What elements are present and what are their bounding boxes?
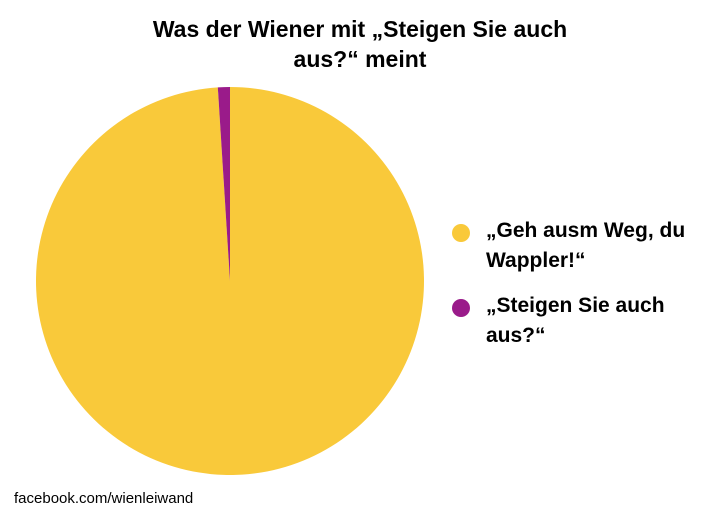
pie-slice-minor [217,87,230,281]
legend-item: „Steigen Sie auch aus?“ [452,291,712,351]
chart-title: Was der Wiener mit „Steigen Sie auch aus… [152,16,568,72]
legend-swatch-0 [452,224,470,242]
legend: „Geh ausm Weg, du Wappler!“ „Steigen Sie… [452,216,712,366]
legend-item: „Geh ausm Weg, du Wappler!“ [452,216,712,276]
legend-swatch-1 [452,299,470,317]
legend-label-0: „Geh ausm Weg, du Wappler!“ [486,219,686,272]
pie-slice-main [35,87,424,476]
legend-label-1: „Steigen Sie auch aus?“ [486,294,665,347]
pie-slices [35,87,424,476]
source-credit: facebook.com/wienleiwand [14,490,194,507]
